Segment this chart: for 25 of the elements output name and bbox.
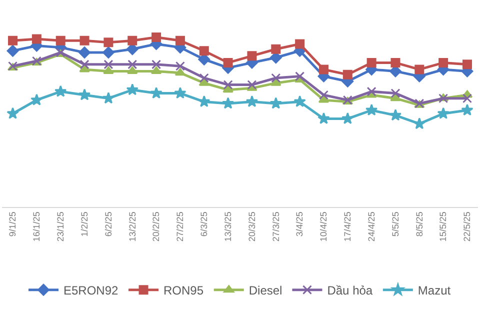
x-tick-label: 3/4/25	[294, 212, 305, 237]
legend-label: Mazut	[418, 284, 452, 298]
x-tick-label: 6/3/25	[199, 212, 210, 237]
x-tick-label: 17/4/25	[342, 212, 353, 242]
x-tick-label: 6/2/25	[103, 212, 114, 237]
x-tick-label: 20/2/25	[151, 212, 162, 242]
x-tick-label: 15/5/25	[438, 212, 448, 242]
x-tick-label: 10/4/25	[318, 212, 329, 242]
legend-label: E5RON92	[64, 284, 119, 298]
x-tick-label: 13/3/25	[222, 212, 233, 242]
x-tick-label: 8/5/25	[414, 212, 424, 237]
x-tick-label: 24/4/25	[366, 212, 376, 242]
x-tick-label: 27/3/25	[270, 212, 281, 242]
legend-label: Dầu hỏa	[327, 284, 373, 298]
x-tick-label: 20/3/25	[246, 212, 257, 242]
x-tick-label: 22/5/25	[462, 212, 472, 242]
x-tick-label: 23/1/25	[56, 212, 66, 242]
x-tick-label: 13/2/25	[127, 212, 138, 242]
x-tick-label: 9/1/25	[8, 212, 18, 237]
x-tick-label: 27/2/25	[175, 212, 186, 242]
x-tick-label: 1/2/25	[79, 212, 90, 237]
legend-label: RON95	[164, 284, 204, 298]
x-tick-label: 5/5/25	[390, 212, 400, 237]
legend-label: Diesel	[248, 284, 282, 298]
x-tick-label: 16/1/25	[32, 212, 42, 242]
